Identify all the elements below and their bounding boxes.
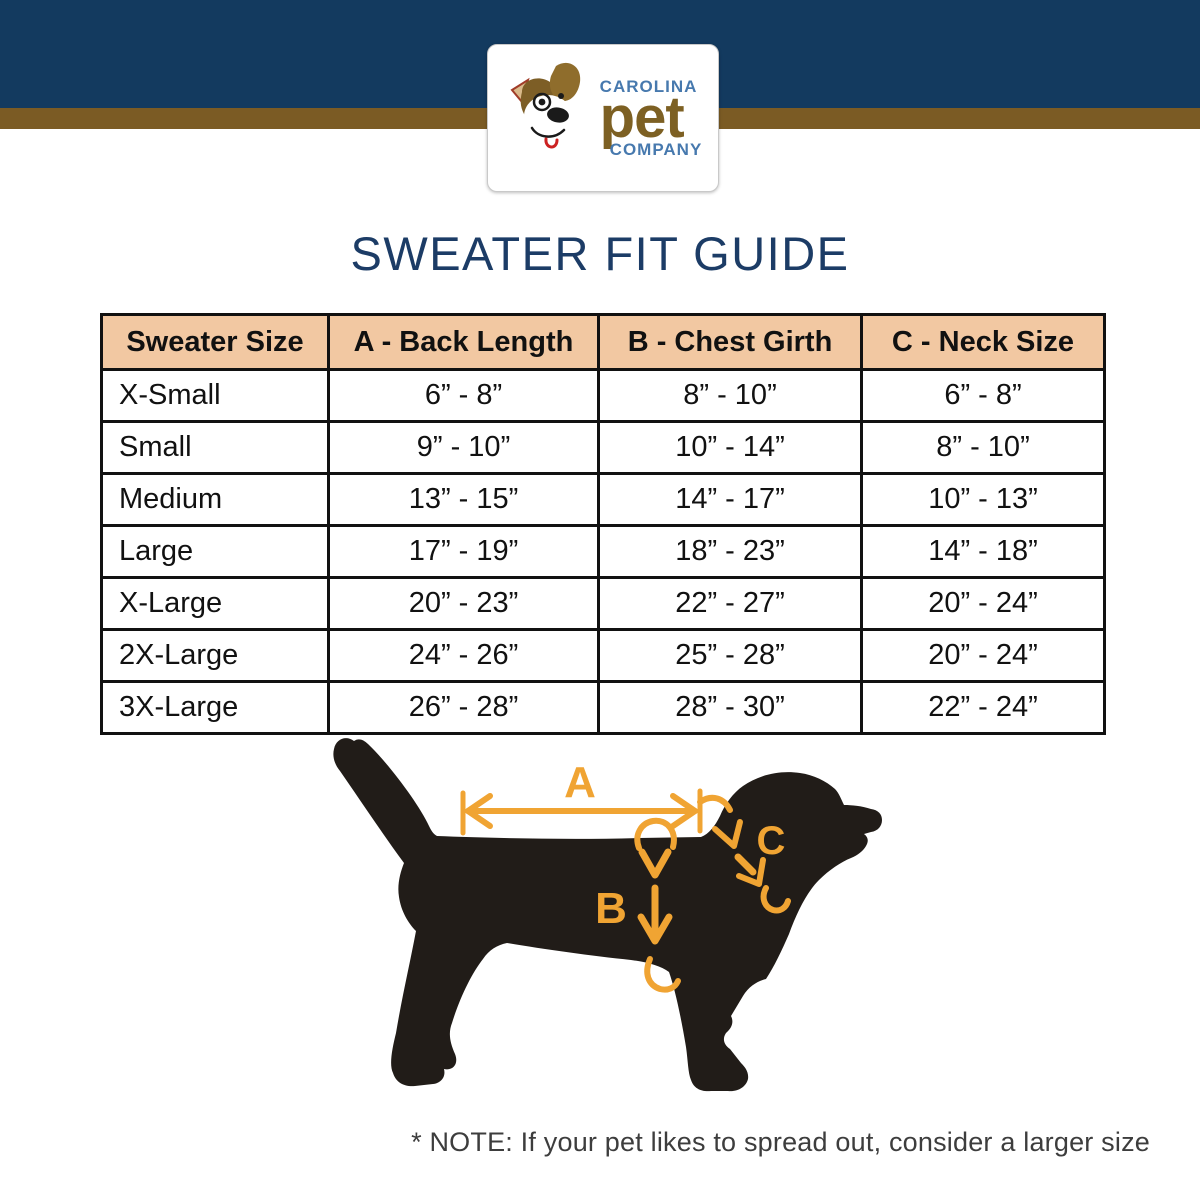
measurement-a: A <box>460 758 703 836</box>
table-row: Medium 13” - 15” 14” - 17” 10” - 13” <box>100 472 1106 527</box>
neck-size-value: 22” - 24” <box>860 680 1106 735</box>
neck-size-value: 8” - 10” <box>860 420 1106 475</box>
size-label: X-Large <box>100 576 330 631</box>
table-row: Small 9” - 10” 10” - 14” 8” - 10” <box>100 420 1106 475</box>
back-length-value: 26” - 28” <box>327 680 600 735</box>
back-length-value: 17” - 19” <box>327 524 600 579</box>
a-arrowhead-right <box>670 793 698 829</box>
size-chart-table: Sweater Size A - Back Length B - Chest G… <box>100 313 1106 735</box>
chest-girth-value: 28” - 30” <box>597 680 863 735</box>
neck-size-value: 14” - 18” <box>860 524 1106 579</box>
chest-girth-value: 18” - 23” <box>597 524 863 579</box>
neck-size-value: 20” - 24” <box>860 576 1106 631</box>
b-bottom-arc <box>644 956 681 993</box>
chest-girth-value: 25” - 28” <box>597 628 863 683</box>
size-label: Small <box>100 420 330 475</box>
logo-dog-head-icon <box>510 62 580 149</box>
logo-carolina-text: CAROLINA <box>599 77 698 97</box>
chest-girth-value: 10” - 14” <box>597 420 863 475</box>
measurement-c-label: C <box>757 819 786 863</box>
b-top-arc <box>634 817 677 851</box>
table-header-row: Sweater Size A - Back Length B - Chest G… <box>100 313 1106 371</box>
measurement-c: C <box>697 794 791 914</box>
measurement-b-label: B <box>595 884 627 933</box>
measurement-b: B <box>595 817 681 993</box>
back-length-value: 6” - 8” <box>327 368 600 423</box>
back-length-value: 24” - 26” <box>327 628 600 683</box>
c-arrow1-curve <box>697 794 733 813</box>
b-top-arrowhead <box>638 848 672 879</box>
table-row: X-Large 20” - 23” 22” - 27” 20” - 24” <box>100 576 1106 631</box>
table-row: X-Small 6” - 8” 8” - 10” 6” - 8” <box>100 368 1106 423</box>
c-arrow1-head <box>712 819 743 849</box>
logo-pet-text: pet <box>599 85 685 151</box>
measurement-a-label: A <box>564 758 596 807</box>
logo-company-text: COMPANY <box>609 139 703 159</box>
col-header-neck-size: C - Neck Size <box>860 313 1106 371</box>
b-bottom-arrowhead <box>637 913 673 945</box>
a-arrowhead-left <box>465 793 493 829</box>
back-length-value: 13” - 15” <box>327 472 600 527</box>
col-header-chest-girth: B - Chest Girth <box>597 313 863 371</box>
c-arrow2-head <box>736 857 766 887</box>
logo-wordmark: CAROLINA pet COMPANY <box>600 78 703 158</box>
table-row: Large 17” - 19” 18” - 23” 14” - 18” <box>100 524 1106 579</box>
neck-size-value: 20” - 24” <box>860 628 1106 683</box>
col-header-sweater-size: Sweater Size <box>100 313 330 371</box>
chest-girth-value: 8” - 10” <box>597 368 863 423</box>
back-length-value: 20” - 23” <box>327 576 600 631</box>
page-title: SWEATER FIT GUIDE <box>350 227 850 280</box>
size-label: 3X-Large <box>100 680 330 735</box>
c-arrow2-line <box>734 853 757 876</box>
brand-logo-card: CAROLINA pet COMPANY <box>487 44 719 192</box>
neck-size-value: 10” - 13” <box>860 472 1106 527</box>
dog-silhouette <box>333 738 882 1092</box>
dog-measurement-diagram: A B C <box>333 738 882 1092</box>
col-header-back-length: A - Back Length <box>327 313 600 371</box>
size-label: X-Small <box>100 368 330 423</box>
back-length-value: 9” - 10” <box>327 420 600 475</box>
chest-girth-value: 22” - 27” <box>597 576 863 631</box>
neck-size-value: 6” - 8” <box>860 368 1106 423</box>
table-row: 2X-Large 24” - 26” 25” - 28” 20” - 24” <box>100 628 1106 683</box>
footnote: * NOTE: If your pet likes to spread out,… <box>411 1127 1150 1157</box>
c-bottom-hook <box>760 885 791 914</box>
table-row: 3X-Large 26” - 28” 28” - 30” 22” - 24” <box>100 680 1106 735</box>
chest-girth-value: 14” - 17” <box>597 472 863 527</box>
size-label: Medium <box>100 472 330 527</box>
size-label: 2X-Large <box>100 628 330 683</box>
size-label: Large <box>100 524 330 579</box>
